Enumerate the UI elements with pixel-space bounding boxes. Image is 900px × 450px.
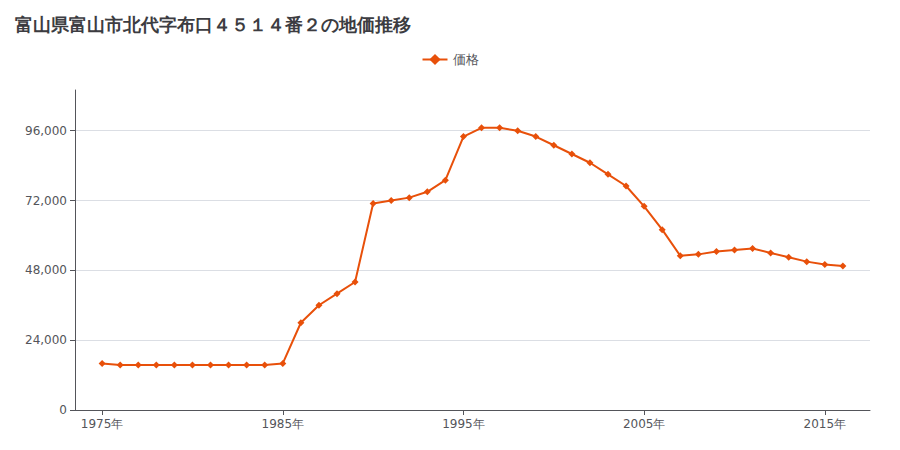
svg-text:48,000: 48,000 [25, 263, 67, 277]
svg-text:2015年: 2015年 [804, 417, 847, 431]
svg-text:1995年: 1995年 [442, 417, 485, 431]
svg-text:0: 0 [59, 403, 67, 417]
svg-text:1985年: 1985年 [262, 417, 305, 431]
svg-text:価格: 価格 [453, 52, 479, 67]
svg-text:2005年: 2005年 [623, 417, 666, 431]
svg-text:富山県富山市北代字布口４５１４番２の地価推移: 富山県富山市北代字布口４５１４番２の地価推移 [15, 14, 411, 35]
svg-text:1975年: 1975年 [81, 417, 124, 431]
svg-text:96,000: 96,000 [25, 124, 67, 138]
svg-text:24,000: 24,000 [25, 333, 67, 347]
svg-text:72,000: 72,000 [25, 194, 67, 208]
